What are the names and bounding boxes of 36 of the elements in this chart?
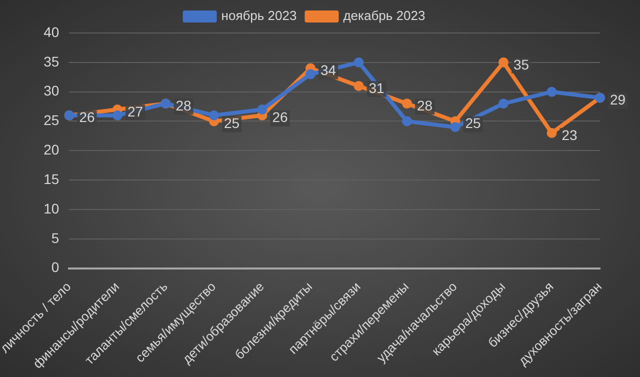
point — [402, 98, 412, 109]
point — [305, 69, 316, 80]
data-label: 31 — [368, 80, 385, 96]
data-label: 29 — [610, 92, 626, 108]
legend-label: ноябрь 2023 — [221, 8, 297, 24]
y-tick-label: 0 — [51, 259, 60, 276]
point — [354, 80, 364, 91]
point — [354, 57, 364, 68]
point — [208, 110, 219, 120]
legend-label: декабрь 2023 — [343, 8, 426, 24]
point — [112, 110, 122, 120]
y-tick-label: 15 — [44, 170, 60, 187]
data-label: 23 — [562, 126, 578, 143]
y-tick-label: 30 — [44, 82, 60, 99]
data-label: 25 — [224, 115, 240, 132]
data-label: 28 — [416, 97, 433, 114]
data-label: 34 — [320, 62, 336, 78]
point — [498, 57, 508, 68]
point — [450, 122, 460, 132]
y-tick-label: 10 — [44, 200, 60, 216]
point — [498, 98, 508, 109]
point — [402, 116, 412, 126]
point — [546, 86, 557, 97]
y-tick-label: 35 — [44, 53, 60, 70]
data-label: 25 — [465, 115, 482, 132]
data-label: 27 — [127, 103, 144, 120]
data-label: 28 — [176, 97, 192, 114]
y-tick-label: 40 — [44, 24, 60, 40]
y-tick-label: 20 — [44, 142, 60, 158]
data-label: 35 — [513, 56, 530, 72]
y-tick-label: 25 — [44, 112, 60, 128]
data-label: 26 — [79, 109, 96, 126]
y-tick-label: 5 — [51, 230, 60, 246]
point — [257, 104, 268, 114]
point — [546, 128, 557, 138]
data-label: 26 — [272, 109, 288, 126]
